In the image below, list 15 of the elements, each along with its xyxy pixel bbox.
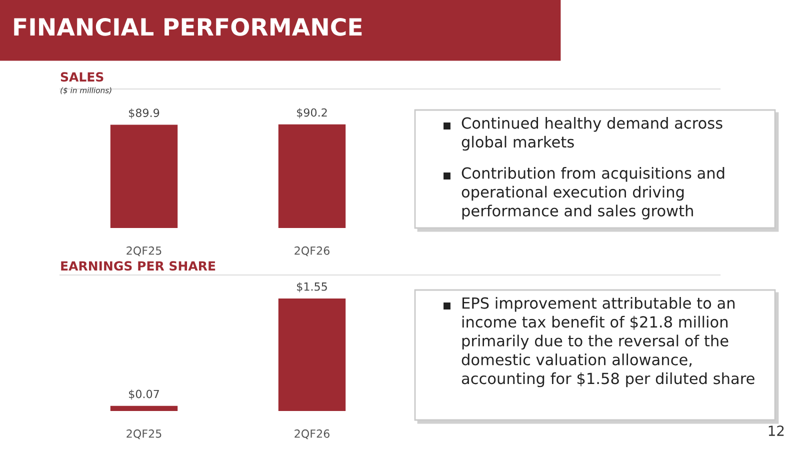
text: Contribution from acquisitions and operational execution driving performance and sales growth (462, 167, 724, 220)
data-label: $89.9 (129, 108, 160, 119)
data-label: $90.2 (297, 108, 327, 118)
x-tick-label: 2QF25 (126, 429, 162, 440)
chart-title: EARNINGS PER SHARE (61, 261, 216, 271)
text: EPS improvement attributable to an income tax benefit of $21.8 million primarily due to the reversal of the domestic valuation allowance, accounting for $1.58 per diluted share (462, 297, 754, 388)
data-label: $0.07 (129, 390, 159, 400)
text: 12 (768, 426, 784, 436)
data-label: $1.55 (297, 282, 327, 292)
text: Continued healthy demand across global markets (462, 117, 722, 151)
x-tick-label: 2QF25 (126, 246, 162, 256)
text: FINANCIAL PERFORMANCE (14, 18, 362, 36)
x-tick-label: 2QF26 (294, 429, 330, 440)
x-tick-label: 2QF26 (294, 246, 330, 256)
chart-title: SALES (60, 72, 104, 82)
